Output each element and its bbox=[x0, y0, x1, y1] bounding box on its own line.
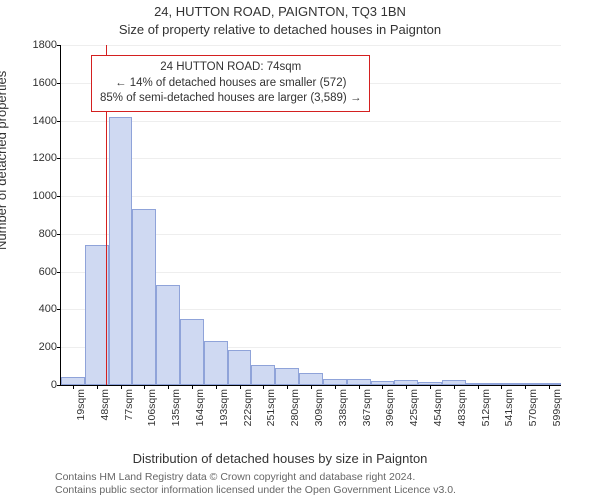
y-tick-label: 1000 bbox=[17, 190, 61, 202]
y-tick-label: 1600 bbox=[17, 77, 61, 89]
attribution-text: Contains HM Land Registry data © Crown c… bbox=[55, 471, 456, 498]
x-tick-label: 512sqm bbox=[478, 389, 492, 426]
x-tick-label: 367sqm bbox=[359, 389, 373, 426]
histogram-bar bbox=[109, 117, 133, 385]
annotation-box: 24 HUTTON ROAD: 74sqm← 14% of detached h… bbox=[91, 55, 370, 112]
histogram-bar bbox=[275, 368, 299, 385]
histogram-bar bbox=[251, 365, 275, 385]
x-tick-label: 251sqm bbox=[263, 389, 277, 426]
x-tick-label: 164sqm bbox=[192, 389, 206, 426]
gridline bbox=[61, 45, 561, 46]
histogram-bar bbox=[85, 245, 109, 385]
y-tick-label: 800 bbox=[17, 228, 61, 240]
y-tick-label: 400 bbox=[17, 303, 61, 315]
histogram-bar bbox=[61, 377, 85, 385]
x-tick-label: 135sqm bbox=[168, 389, 182, 426]
gridline bbox=[61, 196, 561, 197]
x-tick-label: 541sqm bbox=[501, 389, 515, 426]
y-tick-label: 0 bbox=[17, 379, 61, 391]
histogram-bar bbox=[132, 209, 156, 385]
x-tick-label: 599sqm bbox=[549, 389, 563, 426]
annotation-line: 85% of semi-detached houses are larger (… bbox=[100, 91, 361, 107]
y-tick-label: 1400 bbox=[17, 115, 61, 127]
y-tick-label: 200 bbox=[17, 341, 61, 353]
x-tick-label: 193sqm bbox=[216, 389, 230, 426]
x-tick-label: 483sqm bbox=[454, 389, 468, 426]
chart-container: 24, HUTTON ROAD, PAIGNTON, TQ3 1BN Size … bbox=[0, 0, 600, 500]
x-axis-label: Distribution of detached houses by size … bbox=[0, 451, 560, 466]
histogram-bar bbox=[228, 350, 252, 385]
y-axis-label: Number of detached properties bbox=[0, 71, 9, 250]
histogram-bar bbox=[180, 319, 204, 385]
x-tick-label: 454sqm bbox=[430, 389, 444, 426]
x-tick-label: 48sqm bbox=[97, 389, 111, 421]
annotation-line: ← 14% of detached houses are smaller (57… bbox=[100, 76, 361, 92]
chart-subtitle: Size of property relative to detached ho… bbox=[0, 22, 560, 37]
plot-area: 02004006008001000120014001600180019sqm48… bbox=[60, 45, 561, 386]
chart-title-address: 24, HUTTON ROAD, PAIGNTON, TQ3 1BN bbox=[0, 4, 560, 19]
x-tick-label: 570sqm bbox=[525, 389, 539, 426]
histogram-bar bbox=[204, 341, 228, 385]
x-tick-label: 338sqm bbox=[335, 389, 349, 426]
x-tick-label: 106sqm bbox=[144, 389, 158, 426]
histogram-bar bbox=[156, 285, 180, 385]
attribution-line: Contains public sector information licen… bbox=[55, 484, 456, 498]
y-tick-label: 1800 bbox=[17, 39, 61, 51]
gridline bbox=[61, 158, 561, 159]
y-tick-label: 600 bbox=[17, 266, 61, 278]
histogram-bar bbox=[299, 373, 323, 385]
y-tick-label: 1200 bbox=[17, 152, 61, 164]
attribution-line: Contains HM Land Registry data © Crown c… bbox=[55, 471, 456, 485]
x-tick-label: 77sqm bbox=[121, 389, 135, 421]
x-tick-label: 222sqm bbox=[240, 389, 254, 426]
x-tick-label: 280sqm bbox=[287, 389, 301, 426]
annotation-line: 24 HUTTON ROAD: 74sqm bbox=[100, 60, 361, 76]
x-tick-label: 309sqm bbox=[311, 389, 325, 426]
x-tick-label: 425sqm bbox=[406, 389, 420, 426]
x-tick-label: 19sqm bbox=[73, 389, 87, 421]
x-tick-label: 396sqm bbox=[382, 389, 396, 426]
gridline bbox=[61, 121, 561, 122]
